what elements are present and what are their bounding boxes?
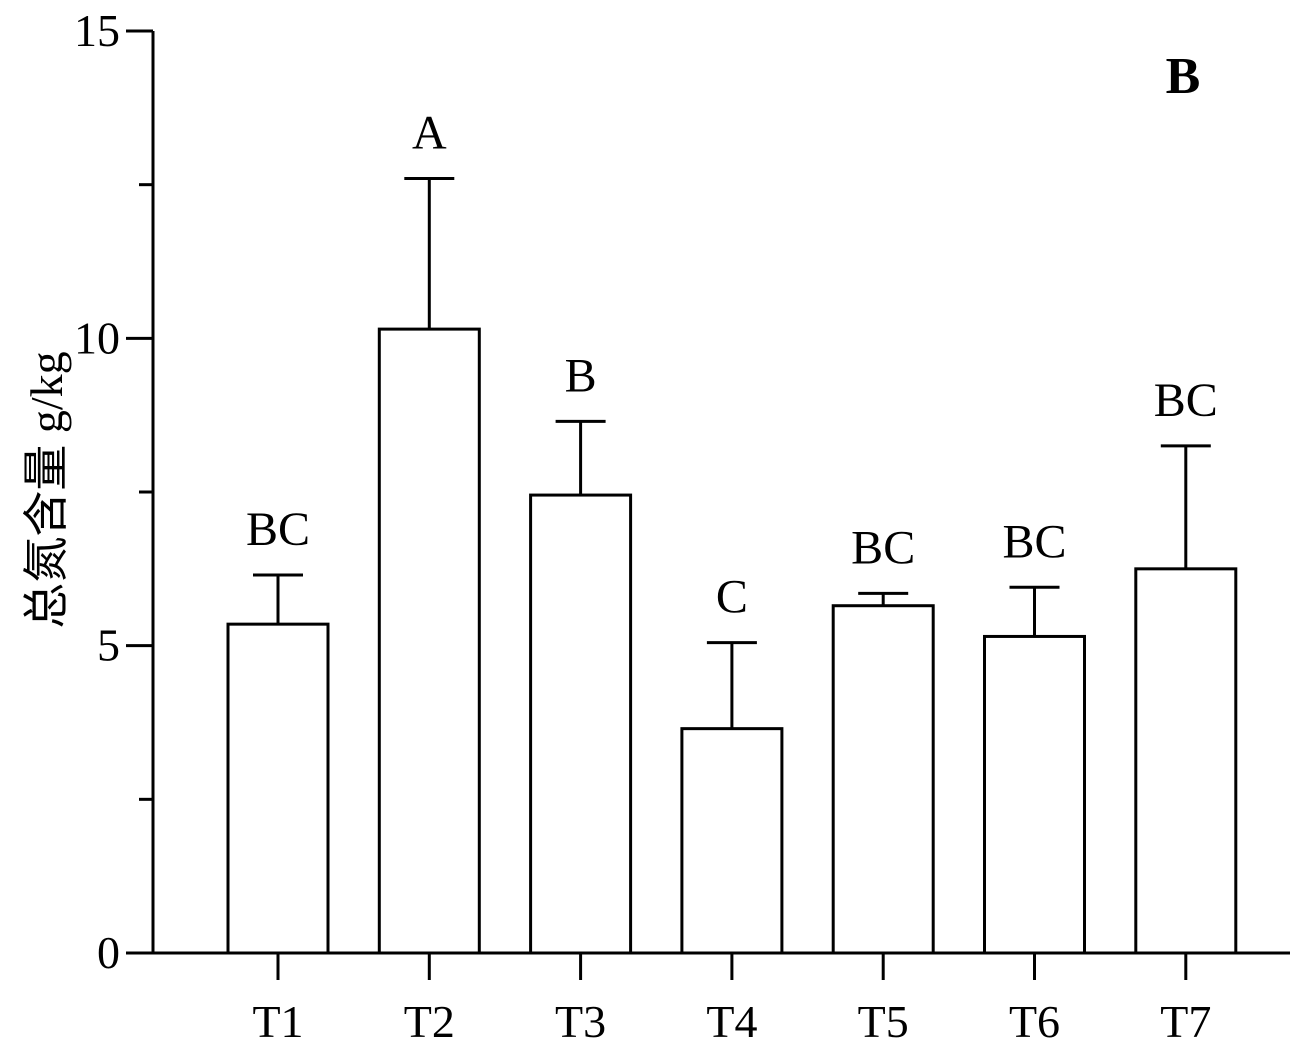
error-bars (253, 177, 1211, 729)
y-tick-label: 10 (74, 312, 120, 363)
panel-label: B (1166, 48, 1201, 105)
x-tick-label: T7 (1160, 996, 1211, 1047)
significance-label: A (412, 107, 447, 160)
significance-label: BC (246, 503, 310, 556)
significance-label: B (565, 349, 597, 402)
x-tick-label: T5 (858, 996, 909, 1047)
bar (226, 622, 330, 955)
significance-label: BC (851, 521, 915, 574)
bar (529, 493, 633, 955)
bars (226, 327, 1238, 955)
bar (680, 727, 784, 955)
y-tick-label: 0 (97, 927, 120, 978)
significance-label: C (716, 571, 748, 624)
x-tick-label: T6 (1009, 996, 1060, 1047)
bar (983, 634, 1086, 955)
axes: 0 5 10 15 T1 T2 T3 T4 T5 T6 T7 (74, 5, 1290, 1047)
significance-label: BC (1002, 515, 1066, 568)
x-tick-label: T4 (706, 996, 757, 1047)
y-axis-label: 总氮含量 g/kg (21, 351, 72, 628)
y-tick-label: 5 (97, 620, 120, 671)
x-tick-label: T2 (404, 996, 455, 1047)
significance-label: BC (1154, 374, 1218, 427)
y-tick-label: 15 (74, 5, 120, 56)
x-tick-label: T3 (555, 996, 606, 1047)
bar (377, 327, 481, 955)
bar (1134, 567, 1238, 955)
bar (831, 604, 935, 955)
x-tick-label: T1 (252, 996, 303, 1047)
